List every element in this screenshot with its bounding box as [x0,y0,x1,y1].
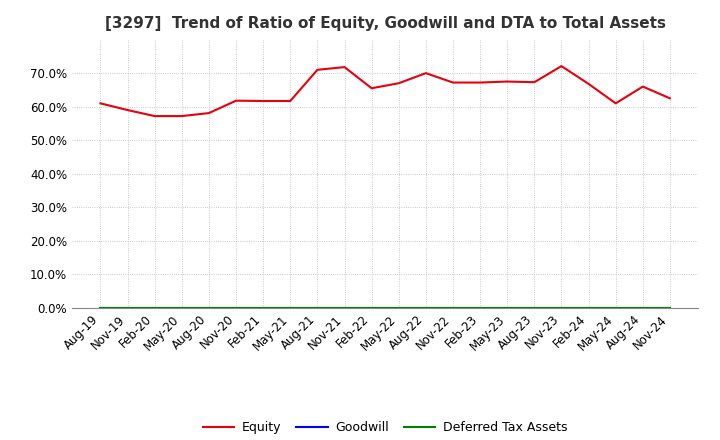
Deferred Tax Assets [503,305,511,311]
Equity [178,114,186,119]
Deferred Tax Assets [178,305,186,311]
Deferred Tax Assets [367,305,376,311]
Deferred Tax Assets [150,305,159,311]
Goodwill [313,305,322,311]
Equity [232,98,240,103]
Equity [341,65,349,70]
Deferred Tax Assets [584,305,593,311]
Line: Equity: Equity [101,66,670,116]
Deferred Tax Assets [341,305,349,311]
Equity [259,99,268,104]
Goodwill [584,305,593,311]
Equity [665,95,674,101]
Deferred Tax Assets [259,305,268,311]
Goodwill [286,305,294,311]
Equity [96,101,105,106]
Goodwill [96,305,105,311]
Equity [584,81,593,87]
Equity [313,67,322,73]
Goodwill [259,305,268,311]
Goodwill [665,305,674,311]
Equity [557,63,566,69]
Equity [639,84,647,89]
Goodwill [611,305,620,311]
Goodwill [476,305,485,311]
Deferred Tax Assets [96,305,105,311]
Goodwill [449,305,457,311]
Deferred Tax Assets [204,305,213,311]
Legend: Equity, Goodwill, Deferred Tax Assets: Equity, Goodwill, Deferred Tax Assets [198,416,572,439]
Equity [395,81,403,86]
Equity [530,80,539,85]
Deferred Tax Assets [639,305,647,311]
Equity [123,107,132,113]
Deferred Tax Assets [313,305,322,311]
Goodwill [367,305,376,311]
Equity [449,80,457,85]
Goodwill [123,305,132,311]
Deferred Tax Assets [476,305,485,311]
Goodwill [530,305,539,311]
Goodwill [421,305,430,311]
Goodwill [204,305,213,311]
Deferred Tax Assets [665,305,674,311]
Goodwill [150,305,159,311]
Deferred Tax Assets [286,305,294,311]
Deferred Tax Assets [421,305,430,311]
Deferred Tax Assets [123,305,132,311]
Goodwill [503,305,511,311]
Goodwill [232,305,240,311]
Goodwill [395,305,403,311]
Goodwill [557,305,566,311]
Equity [611,101,620,106]
Deferred Tax Assets [557,305,566,311]
Deferred Tax Assets [530,305,539,311]
Title: [3297]  Trend of Ratio of Equity, Goodwill and DTA to Total Assets: [3297] Trend of Ratio of Equity, Goodwil… [104,16,666,32]
Equity [286,99,294,104]
Goodwill [639,305,647,311]
Deferred Tax Assets [395,305,403,311]
Equity [503,79,511,84]
Deferred Tax Assets [232,305,240,311]
Deferred Tax Assets [449,305,457,311]
Equity [204,110,213,116]
Equity [476,80,485,85]
Equity [367,86,376,91]
Goodwill [178,305,186,311]
Deferred Tax Assets [611,305,620,311]
Equity [150,114,159,119]
Equity [421,70,430,76]
Goodwill [341,305,349,311]
